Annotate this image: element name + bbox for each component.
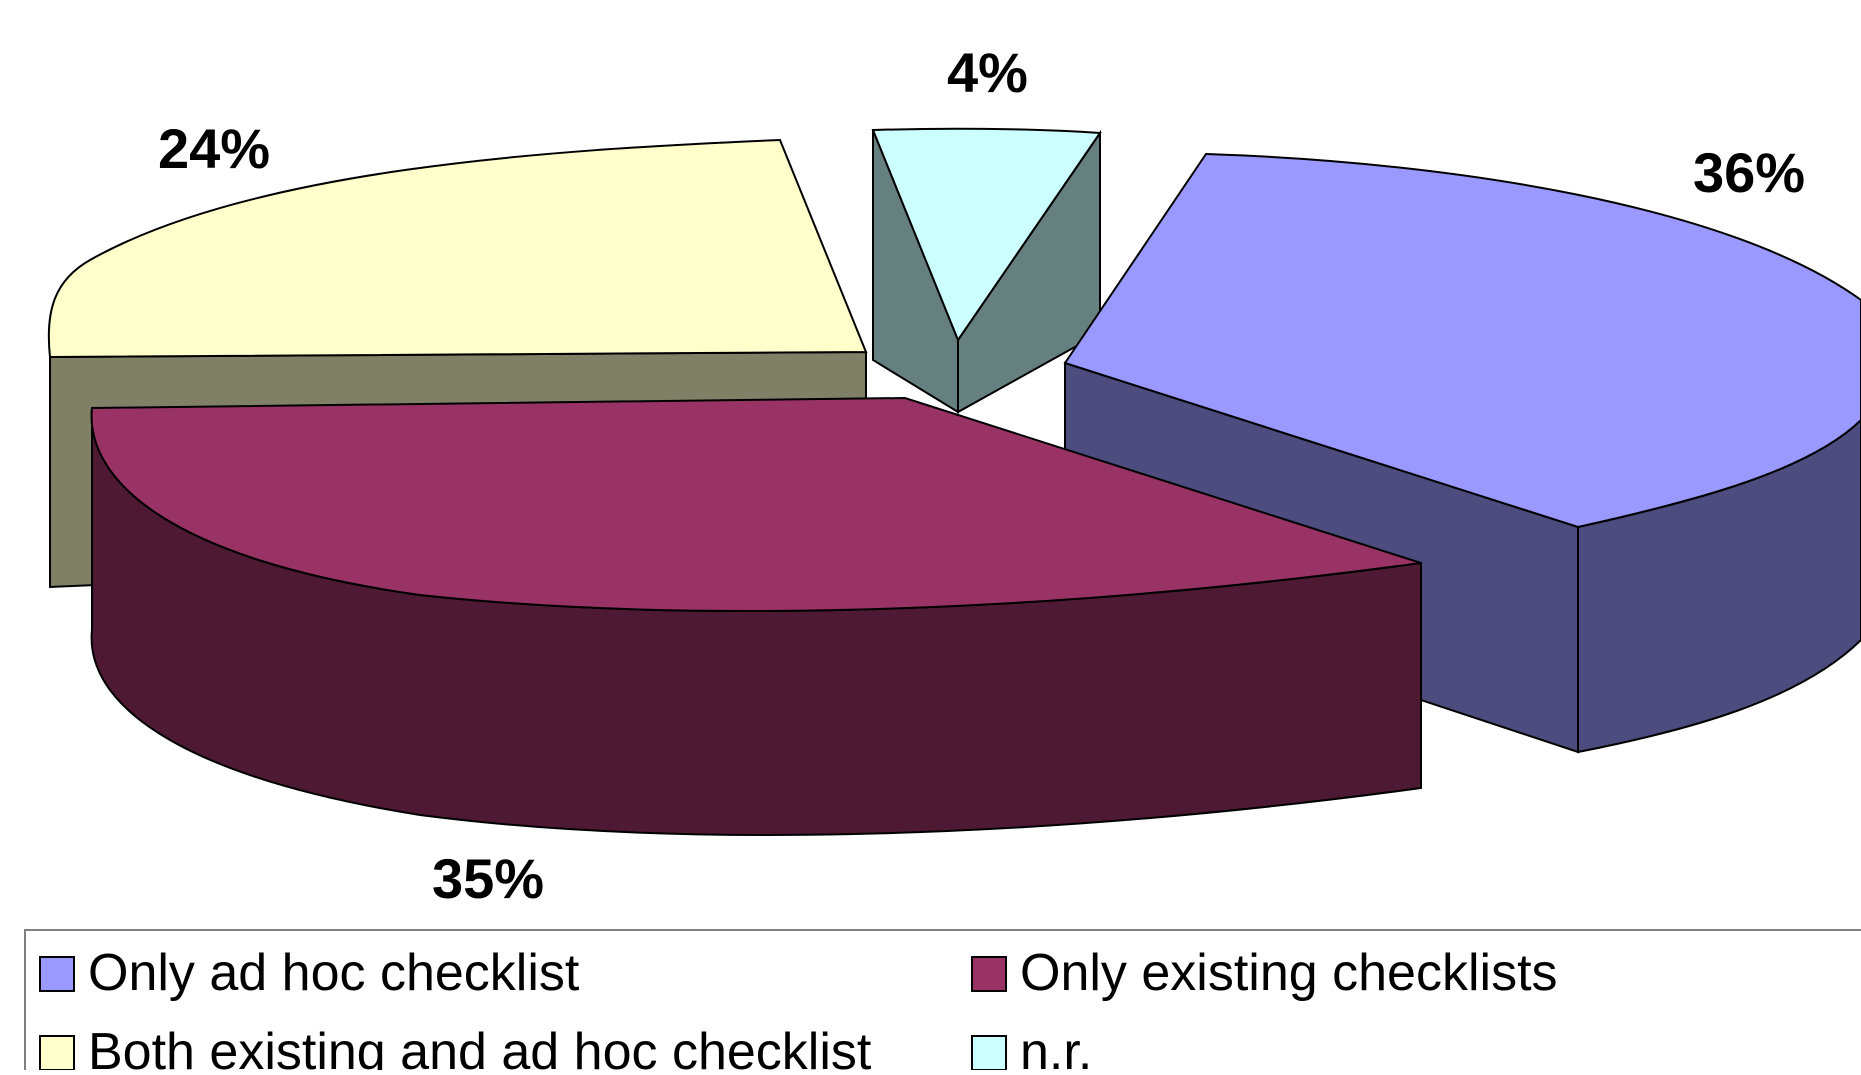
slice-nr-top <box>871 127 1102 343</box>
legend-item-only-ad-hoc: Only ad hoc checklist <box>39 944 580 1002</box>
legend-label-both: Both existing and ad hoc checklist <box>88 1023 872 1070</box>
legend-label-only-ad-hoc: Only ad hoc checklist <box>88 944 580 1002</box>
legend-swatch-only-existing <box>971 956 1007 992</box>
legend-swatch-both <box>39 1035 75 1071</box>
slice-only-ad-hoc-top <box>1063 152 1861 529</box>
data-label-nr: 4% <box>947 41 1028 104</box>
legend-frame <box>24 929 1861 1075</box>
legend-item-nr: n.r. <box>971 1023 1092 1075</box>
slice-only-existing-top <box>90 396 1422 612</box>
legend: Only ad hoc checklist Only existing chec… <box>24 929 1861 1075</box>
legend-item-only-existing: Only existing checklists <box>971 944 1558 1002</box>
legend-label-nr: n.r. <box>1020 1023 1092 1070</box>
data-label-both: 24% <box>158 117 270 180</box>
data-label-only-existing: 35% <box>432 847 544 910</box>
slice-nr <box>871 127 1102 414</box>
legend-swatch-only-ad-hoc <box>39 956 75 992</box>
legend-label-only-existing: Only existing checklists <box>1020 944 1558 1002</box>
data-label-only-ad-hoc: 36% <box>1693 141 1805 204</box>
legend-item-both: Both existing and ad hoc checklist <box>39 1023 872 1075</box>
slice-only-existing <box>90 396 1422 836</box>
slice-both-top <box>47 138 868 359</box>
legend-swatch-nr <box>971 1035 1007 1071</box>
